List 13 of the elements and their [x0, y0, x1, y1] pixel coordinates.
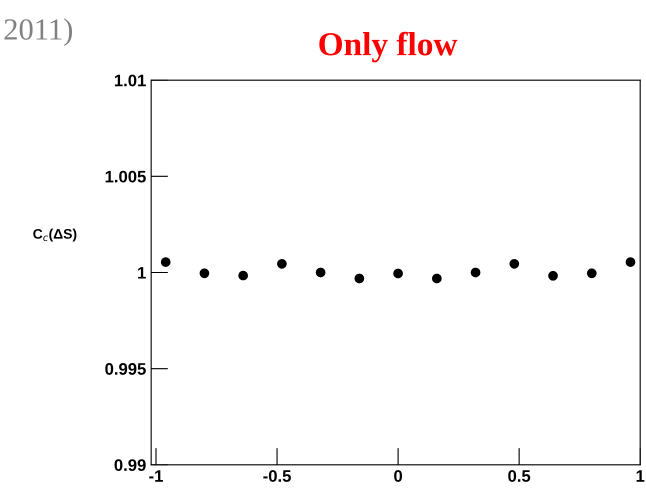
chart-title: Only flow	[319, 32, 458, 62]
x-tick-label: -1	[149, 470, 163, 482]
y-tick-label: 1.005	[106, 170, 146, 183]
y-tick-label: 0.995	[105, 363, 146, 375]
y-tick-label: 1.01	[114, 74, 146, 86]
y-tick-label: 0.99	[114, 459, 146, 472]
x-tick-label: 1	[636, 470, 644, 482]
text: 2011)	[4, 18, 72, 46]
y-axis-title: C$_{c}$(ΔS)	[33, 228, 76, 242]
y-tick-label: 1	[138, 267, 146, 279]
x-tick-label: 0	[394, 470, 402, 482]
x-tick-label: -0.5	[263, 470, 291, 482]
x-tick-label: 0.5	[508, 470, 530, 482]
